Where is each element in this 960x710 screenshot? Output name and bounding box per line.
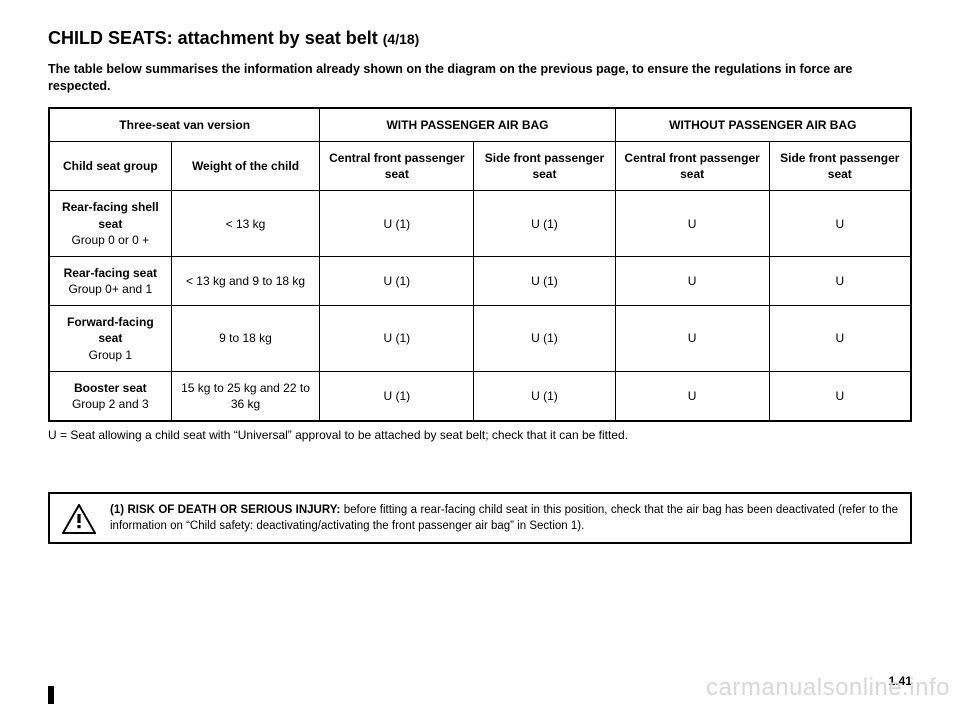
warning-text: (1) RISK OF DEATH OR SERIOUS INJURY: bef… <box>110 502 898 534</box>
row-cell: U (1) <box>320 371 474 421</box>
crop-mark-icon <box>48 686 54 704</box>
table-header-side2: Side front passenger seat <box>769 141 911 190</box>
row-cell: U (1) <box>474 371 615 421</box>
warning-triangle-icon <box>62 504 96 534</box>
row-label-sub: Group 0 or 0 + <box>56 232 165 248</box>
row-weight: < 13 kg <box>171 191 320 257</box>
table-header-group: Child seat group <box>49 141 171 190</box>
row-weight: 9 to 18 kg <box>171 306 320 372</box>
row-cell: U <box>615 371 769 421</box>
page-title: CHILD SEATS: attachment by seat belt (4/… <box>48 28 912 49</box>
row-cell: U <box>615 306 769 372</box>
table-header-weight: Weight of the child <box>171 141 320 190</box>
row-cell: U (1) <box>320 306 474 372</box>
row-cell: U <box>769 256 911 305</box>
row-label-bold: Rear-facing shell seat <box>56 199 165 231</box>
row-cell: U (1) <box>474 191 615 257</box>
row-cell: U <box>769 191 911 257</box>
row-cell: U (1) <box>474 256 615 305</box>
table-row: Booster seat Group 2 and 3 15 kg to 25 k… <box>49 371 911 421</box>
row-weight: 15 kg to 25 kg and 22 to 36 kg <box>171 371 320 421</box>
watermark-text: carmanualsonline.info <box>706 674 950 702</box>
table-header-side: Side front passenger seat <box>474 141 615 190</box>
row-label-bold: Rear-facing seat <box>56 265 165 281</box>
row-label-bold: Forward-facing seat <box>56 314 165 346</box>
legend-text: U = Seat allowing a child seat with “Uni… <box>48 428 912 442</box>
row-label-sub: Group 2 and 3 <box>56 396 165 412</box>
table-header-central2: Central front passenger seat <box>615 141 769 190</box>
row-weight: < 13 kg and 9 to 18 kg <box>171 256 320 305</box>
page-number: 1.41 <box>889 674 912 688</box>
table-header-version: Three-seat van version <box>49 108 320 142</box>
row-cell: U <box>615 191 769 257</box>
title-suffix: (4/18) <box>383 31 420 47</box>
row-cell: U <box>769 371 911 421</box>
row-cell: U <box>615 256 769 305</box>
row-label-sub: Group 0+ and 1 <box>56 281 165 297</box>
table-row: Rear-facing seat Group 0+ and 1 < 13 kg … <box>49 256 911 305</box>
row-cell: U (1) <box>320 256 474 305</box>
table-header-central: Central front passenger seat <box>320 141 474 190</box>
row-label-bold: Booster seat <box>56 380 165 396</box>
row-label-sub: Group 1 <box>56 347 165 363</box>
row-cell: U (1) <box>320 191 474 257</box>
table-row: Forward-facing seat Group 1 9 to 18 kg U… <box>49 306 911 372</box>
table-row: Rear-facing shell seat Group 0 or 0 + < … <box>49 191 911 257</box>
table-header-with-airbag: WITH PASSENGER AIR BAG <box>320 108 615 142</box>
row-cell: U <box>769 306 911 372</box>
warning-box: (1) RISK OF DEATH OR SERIOUS INJURY: bef… <box>48 492 912 544</box>
title-main: CHILD SEATS: attachment by seat belt <box>48 28 378 48</box>
child-seat-table: Three-seat van version WITH PASSENGER AI… <box>48 107 912 422</box>
row-cell: U (1) <box>474 306 615 372</box>
warning-lead: (1) RISK OF DEATH OR SERIOUS INJURY: <box>110 504 340 516</box>
intro-text: The table below summarises the informati… <box>48 61 912 95</box>
table-header-without-airbag: WITHOUT PASSENGER AIR BAG <box>615 108 911 142</box>
